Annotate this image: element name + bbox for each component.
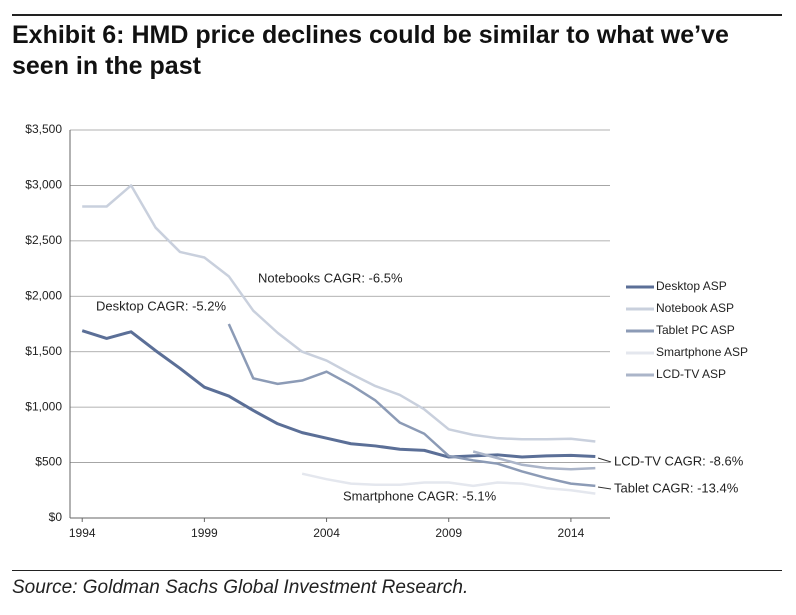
legend-label: Tablet PC ASP: [656, 323, 735, 337]
connector: [597, 457, 612, 463]
legend-label: Smartphone ASP: [656, 345, 748, 359]
annotation: Desktop CAGR: -5.2%: [96, 298, 226, 313]
annotation: Smartphone CAGR: -5.1%: [343, 488, 497, 503]
x-tick-label: 2004: [313, 526, 340, 540]
y-tick-label: $1,500: [25, 344, 62, 358]
series-line: [472, 450, 596, 471]
y-tick-label: $2,000: [25, 288, 62, 302]
annotation: Tablet CAGR: -13.4%: [614, 480, 739, 495]
chart-title: Exhibit 6: HMD price declines could be s…: [12, 14, 782, 82]
y-tick-label: $3,500: [25, 122, 62, 136]
x-tick-label: 2009: [435, 526, 462, 540]
source-note: Source: Goldman Sachs Global Investment …: [12, 570, 782, 599]
y-tick-label: $3,000: [25, 178, 62, 192]
x-tick-label: 1999: [191, 526, 218, 540]
annotation: LCD-TV CAGR: -8.6%: [614, 453, 744, 468]
annotation: Notebooks CAGR: -6.5%: [258, 270, 403, 285]
series-line: [81, 329, 596, 459]
x-tick-label: 2014: [558, 526, 585, 540]
legend-label: LCD-TV ASP: [656, 367, 726, 381]
legend-label: Notebook ASP: [656, 301, 734, 315]
y-tick-label: $0: [49, 510, 63, 524]
series-line: [82, 184, 596, 443]
series-line: [227, 323, 596, 488]
y-tick-label: $2,500: [25, 233, 62, 247]
y-tick-label: $1,000: [25, 399, 62, 413]
connector: [597, 486, 612, 490]
series-line: [301, 472, 596, 495]
x-tick-label: 1994: [69, 526, 96, 540]
y-tick-label: $500: [35, 455, 62, 469]
legend-label: Desktop ASP: [656, 279, 727, 293]
